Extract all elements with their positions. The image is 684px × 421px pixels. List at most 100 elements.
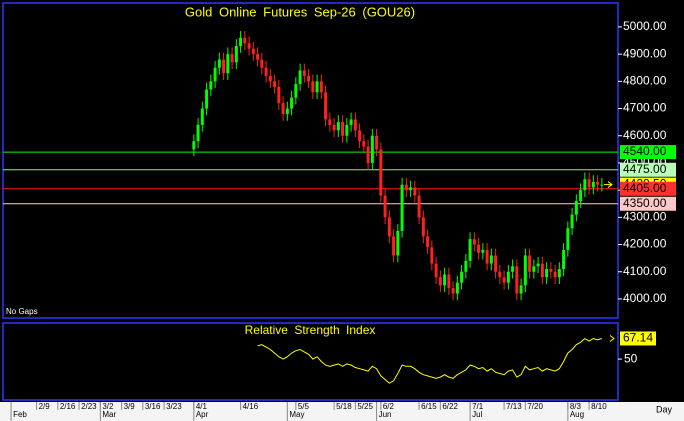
candle-body [477, 244, 481, 253]
month-label: Aug [570, 410, 584, 419]
y-tick-label: 5000.00 [623, 19, 667, 33]
rsi-last-box [620, 331, 656, 346]
candle-body [294, 84, 298, 98]
candle-body [570, 214, 574, 229]
rsi-tick-label: 50 [624, 351, 638, 365]
x-tick-label: 3/9 [124, 402, 136, 411]
candle-body [494, 255, 498, 272]
x-tick-label: 6/2 [383, 402, 395, 411]
candle-body [285, 108, 289, 114]
candle-body [196, 124, 200, 142]
candle-body [222, 59, 226, 74]
candle-body [591, 181, 595, 188]
candle-body [443, 274, 447, 286]
candle-body [324, 92, 328, 120]
y-tick-label: 4000.00 [623, 291, 667, 305]
candle-body [511, 266, 515, 272]
candle-body [472, 239, 476, 245]
candle-body [268, 75, 272, 82]
last-price-arrow [604, 181, 613, 188]
y-tick-label: 4600.00 [623, 128, 667, 142]
level-box [620, 196, 676, 211]
candle-body [523, 255, 527, 286]
candle-body [451, 288, 455, 294]
candle-body [562, 249, 566, 270]
candle-body [519, 285, 523, 294]
candle-body [298, 70, 302, 85]
level-box [620, 145, 676, 160]
candle-body [460, 271, 464, 283]
period-label: Day [656, 404, 673, 414]
candle-body [545, 269, 549, 278]
candle-body [396, 230, 400, 256]
candle-body [290, 97, 294, 109]
gap-note: No Gaps [6, 307, 38, 316]
candle-body [328, 119, 332, 125]
candle-body [311, 81, 315, 93]
x-tick-label: 2/9 [39, 402, 51, 411]
candle-body [540, 263, 544, 278]
candle-body [332, 124, 336, 131]
level-label: 4540.00 [623, 144, 667, 158]
x-tick-label: 3/2 [102, 402, 114, 411]
rsi-last-label: 67.14 [623, 331, 653, 345]
y-tick-label: 4800.00 [623, 74, 667, 88]
candle-body [532, 266, 536, 272]
candle-body [302, 70, 306, 76]
candle-body [587, 179, 591, 188]
candle-body [489, 255, 493, 264]
candle-body [345, 124, 349, 136]
month-label: Mar [102, 410, 116, 419]
month-label: Apr [196, 410, 209, 419]
x-tick-label: 5/25 [357, 402, 373, 411]
candle-body [281, 103, 285, 114]
x-tick-label: 3/16 [145, 402, 161, 411]
candle-body [455, 282, 459, 294]
candle-body [315, 81, 319, 93]
candle-body [234, 45, 238, 63]
level-label: 4405.00 [623, 181, 667, 195]
candle-body [409, 187, 413, 191]
y-tick-label: 4700.00 [623, 101, 667, 115]
candle-body [366, 146, 370, 163]
x-tick-label: 8/3 [570, 402, 582, 411]
candle-body [226, 54, 230, 74]
candle-body [379, 149, 383, 196]
candle-body [273, 81, 277, 87]
candle-body [426, 236, 430, 248]
candle-body [383, 195, 387, 218]
candle-body [349, 119, 353, 125]
candle-body [557, 269, 561, 278]
x-tick-label: 4/1 [196, 402, 208, 411]
level-label: 4350.00 [623, 196, 667, 210]
y-tick-label: 4200.00 [623, 237, 667, 251]
candle-body [230, 54, 234, 63]
x-tick-label: 7/13 [506, 402, 522, 411]
candle-body [498, 271, 502, 278]
x-tick-label: 6/22 [442, 402, 458, 411]
month-label: May [289, 410, 304, 419]
candle-body [502, 277, 506, 283]
month-label: Jun [379, 410, 392, 419]
x-tick-label: 6/15 [421, 402, 437, 411]
rsi-panel [2, 322, 619, 401]
x-tick-label: 8/10 [591, 402, 607, 411]
candle-body [600, 184, 604, 186]
candle-body [438, 277, 442, 286]
candle-body [549, 269, 553, 272]
chart-title: Gold Online Futures Sep-26 (GOU26) [185, 4, 415, 19]
candle-body [200, 108, 204, 125]
candle-body [307, 75, 311, 82]
candle-body [375, 135, 379, 150]
candle-body [485, 249, 489, 264]
x-tick-label: 4/16 [243, 402, 259, 411]
rsi-last-arrow [609, 335, 615, 342]
candle-body [239, 37, 243, 46]
x-tick-label: 7/20 [527, 402, 543, 411]
candle-body [205, 89, 209, 109]
candle-body [506, 271, 510, 283]
candle-body [370, 135, 374, 163]
candle-body [434, 263, 438, 278]
candle-body [387, 217, 391, 237]
x-tick-label: 2/23 [81, 402, 97, 411]
